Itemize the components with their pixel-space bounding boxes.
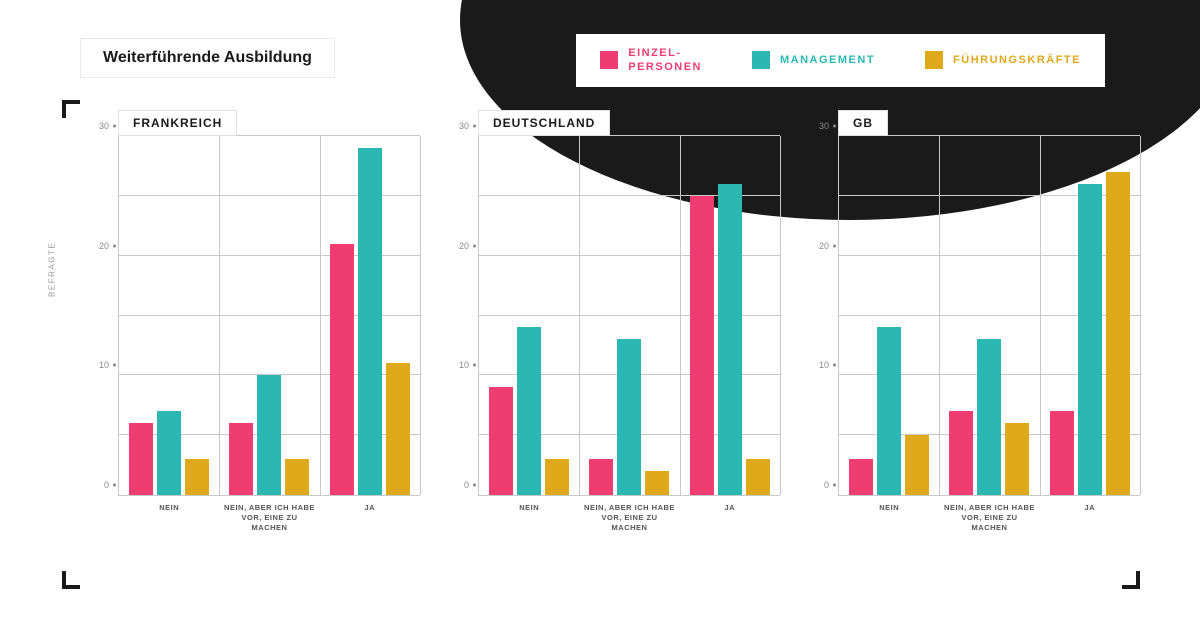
bar: [718, 184, 742, 495]
plot-area: 0102030NEINNEIN, ABER ICH HABE VOR, EINE…: [478, 136, 780, 496]
legend-item: Einzel-personen: [600, 46, 702, 75]
bar: [1078, 184, 1102, 495]
x-tick-label: NEIN, ABER ICH HABE VOR, EINE ZU MACHEN: [579, 503, 679, 533]
y-tick-label: 10: [99, 360, 119, 370]
category-group: [119, 136, 219, 495]
legend-item: Führungskräfte: [925, 51, 1081, 69]
bar: [229, 423, 253, 495]
category-group: [839, 136, 939, 495]
plot-area: 0102030NEINNEIN, ABER ICH HABE VOR, EINE…: [838, 136, 1140, 496]
gridline-v: [780, 136, 781, 495]
bar: [489, 387, 513, 495]
category-group: [479, 136, 579, 495]
bars-container: [119, 136, 420, 495]
category-group: [579, 136, 679, 495]
bars-container: [479, 136, 780, 495]
x-labels: NEINNEIN, ABER ICH HABE VOR, EINE ZU MAC…: [839, 495, 1140, 533]
bar: [386, 363, 410, 495]
legend-item: Management: [752, 51, 875, 69]
bar: [545, 459, 569, 495]
y-tick-label: 20: [819, 241, 839, 251]
plot-area: 0102030NEINNEIN, ABER ICH HABE VOR, EINE…: [118, 136, 420, 496]
y-tick-label: 0: [104, 480, 119, 490]
frame-corner-tl: [62, 100, 80, 118]
panel-title: DEUTSCHLAND: [478, 110, 610, 136]
bar: [690, 196, 714, 495]
legend-label: Management: [780, 53, 875, 67]
chart-panel: FRANKREICH0102030NEINNEIN, ABER ICH HABE…: [90, 110, 420, 496]
bar: [185, 459, 209, 495]
legend-swatch: [752, 51, 770, 69]
gridline-v: [420, 136, 421, 495]
bar: [1005, 423, 1029, 495]
y-tick-label: 30: [99, 121, 119, 131]
y-tick-label: 30: [459, 121, 479, 131]
bar: [285, 459, 309, 495]
legend-label: Einzel-personen: [628, 46, 702, 75]
y-tick-label: 10: [819, 360, 839, 370]
y-tick-label: 30: [819, 121, 839, 131]
bars-container: [839, 136, 1140, 495]
x-labels: NEINNEIN, ABER ICH HABE VOR, EINE ZU MAC…: [479, 495, 780, 533]
frame-corner-br: [1122, 571, 1140, 589]
legend: Einzel-personen Management Führungskräfte: [576, 34, 1105, 87]
bar: [157, 411, 181, 495]
panel-title: FRANKREICH: [118, 110, 237, 136]
y-tick-label: 0: [824, 480, 839, 490]
legend-swatch: [925, 51, 943, 69]
category-group: [939, 136, 1039, 495]
bar: [1106, 172, 1130, 495]
panel-title: GB: [838, 110, 888, 136]
frame-corner-bl: [62, 571, 80, 589]
y-tick-label: 10: [459, 360, 479, 370]
legend-label: Führungskräfte: [953, 53, 1081, 67]
bar: [849, 459, 873, 495]
gridline-v: [1140, 136, 1141, 495]
bar: [517, 327, 541, 495]
category-group: [1040, 136, 1140, 495]
bar: [617, 339, 641, 495]
chart-panel: GB0102030NEINNEIN, ABER ICH HABE VOR, EI…: [810, 110, 1140, 496]
bar: [877, 327, 901, 495]
y-tick-label: 20: [459, 241, 479, 251]
x-tick-label: NEIN: [479, 503, 579, 533]
plot-grid: 0102030NEINNEIN, ABER ICH HABE VOR, EINE…: [838, 136, 1140, 496]
bar: [589, 459, 613, 495]
bar: [977, 339, 1001, 495]
bar: [129, 423, 153, 495]
bar: [645, 471, 669, 495]
x-tick-label: JA: [320, 503, 420, 533]
x-tick-label: NEIN: [839, 503, 939, 533]
legend-swatch: [600, 51, 618, 69]
chart-panel: DEUTSCHLAND0102030NEINNEIN, ABER ICH HAB…: [450, 110, 780, 496]
plot-grid: 0102030NEINNEIN, ABER ICH HABE VOR, EINE…: [478, 136, 780, 496]
y-axis-label: BEFRAGTE: [48, 242, 57, 297]
plot-grid: 0102030NEINNEIN, ABER ICH HABE VOR, EINE…: [118, 136, 420, 496]
category-group: [320, 136, 420, 495]
bar: [949, 411, 973, 495]
chart-title-box: Weiterführende Ausbildung: [80, 38, 335, 78]
bar: [358, 148, 382, 495]
x-tick-label: NEIN, ABER ICH HABE VOR, EINE ZU MACHEN: [939, 503, 1039, 533]
y-tick-label: 20: [99, 241, 119, 251]
x-tick-label: JA: [680, 503, 780, 533]
category-group: [680, 136, 780, 495]
y-tick-label: 0: [464, 480, 479, 490]
charts-row: FRANKREICH0102030NEINNEIN, ABER ICH HABE…: [90, 110, 1140, 496]
x-labels: NEINNEIN, ABER ICH HABE VOR, EINE ZU MAC…: [119, 495, 420, 533]
bar: [1050, 411, 1074, 495]
bar: [257, 375, 281, 495]
bar: [746, 459, 770, 495]
x-tick-label: JA: [1040, 503, 1140, 533]
chart-title: Weiterführende Ausbildung: [103, 49, 312, 66]
x-tick-label: NEIN: [119, 503, 219, 533]
x-tick-label: NEIN, ABER ICH HABE VOR, EINE ZU MACHEN: [219, 503, 319, 533]
bar: [330, 244, 354, 495]
bar: [905, 435, 929, 495]
category-group: [219, 136, 319, 495]
